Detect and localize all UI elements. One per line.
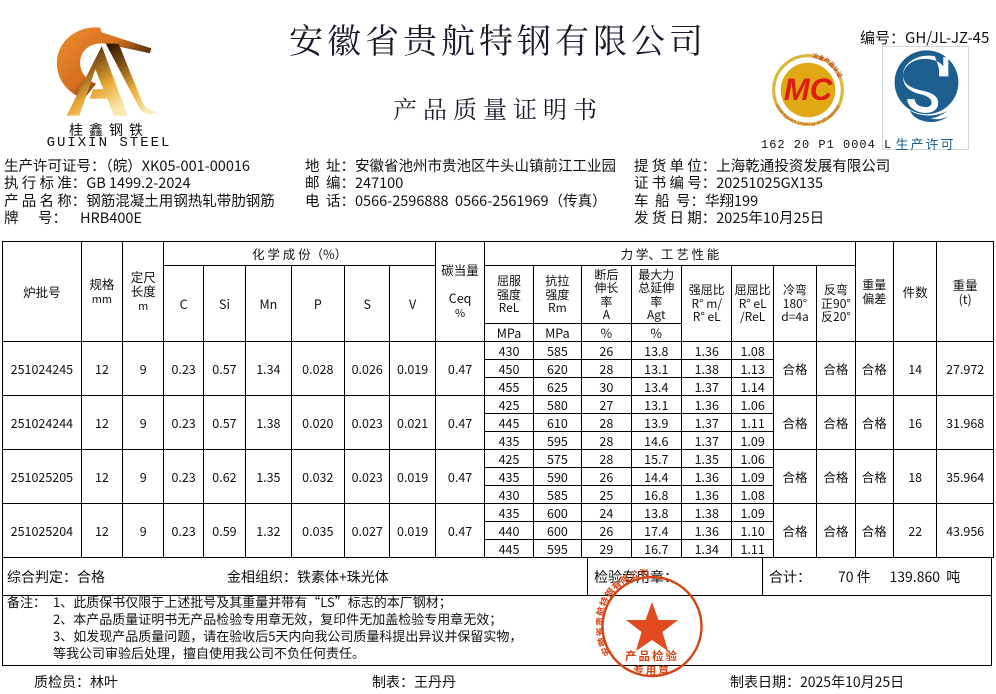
svg-text:MC: MC (784, 72, 833, 107)
svg-text:专用章: 专用章 (633, 663, 671, 678)
svg-text:产品检验: 产品检验 (625, 648, 679, 664)
